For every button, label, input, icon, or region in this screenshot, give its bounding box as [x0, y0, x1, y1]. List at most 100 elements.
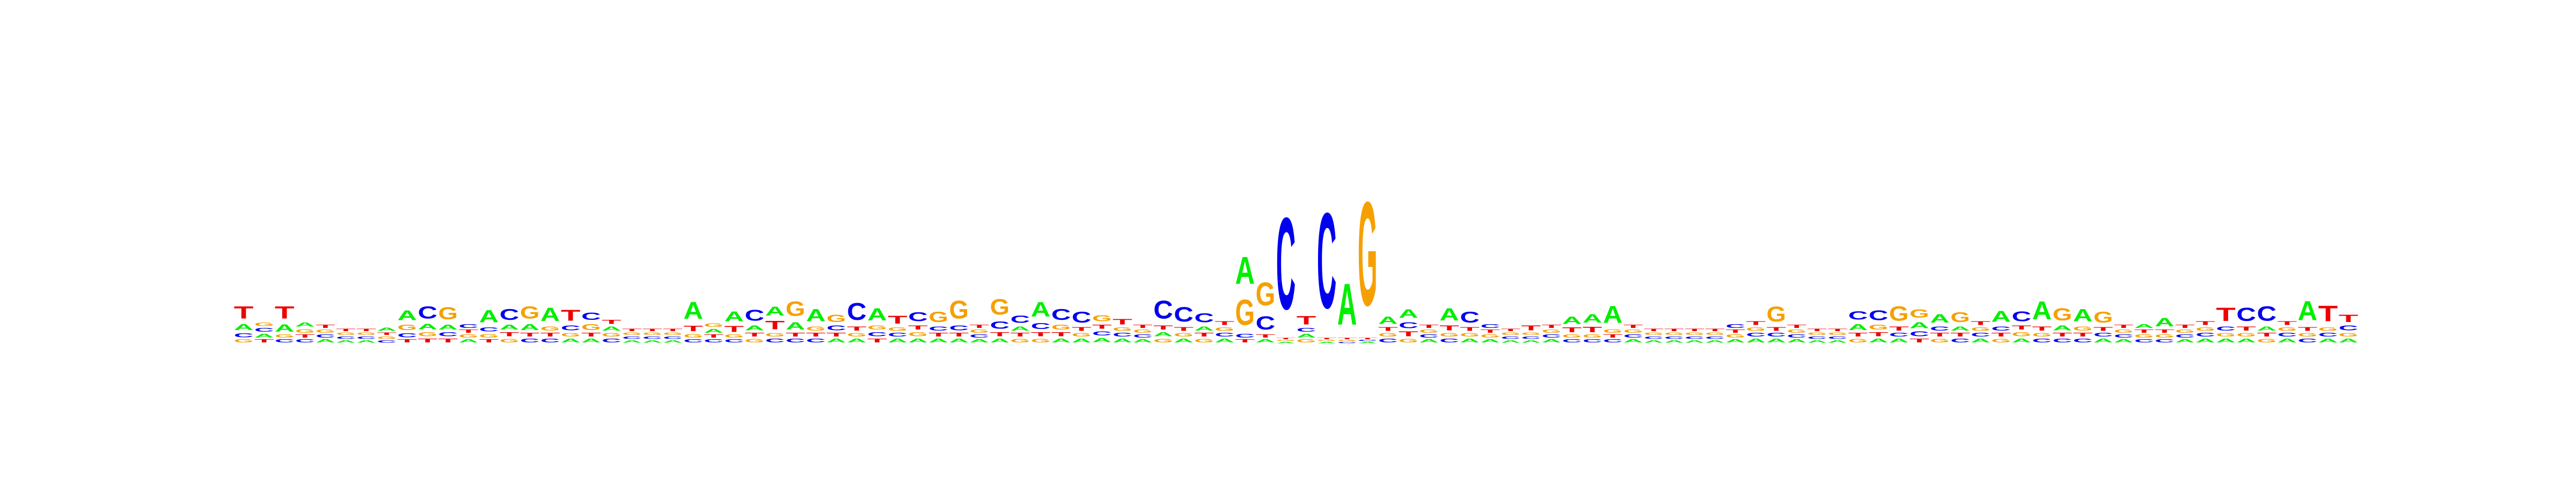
logo-letter-a: A	[1828, 340, 1848, 343]
logo-letter-a: A	[581, 338, 601, 343]
logo-letter-c: C	[397, 332, 417, 339]
logo-letter-t: T	[1869, 331, 1889, 338]
logo-letter-a: A	[336, 340, 356, 343]
logo-letter-t: T	[1725, 329, 1745, 334]
logo-letter-a: A	[1767, 338, 1787, 343]
logo-letter-g: G	[1113, 326, 1132, 332]
logo-letter-a: A	[1378, 314, 1398, 326]
logo-letter-a: A	[642, 340, 662, 343]
logo-letter-c: C	[336, 336, 356, 340]
logo-letter-a: A	[1644, 340, 1664, 343]
logo-letter-a: A	[275, 323, 295, 334]
logo-letter-a: A	[1235, 250, 1255, 292]
logo-letter-a: A	[1725, 339, 1745, 343]
logo-letter-c: C	[1378, 338, 1398, 343]
logo-letter-c: C	[970, 334, 990, 339]
logo-letter-t: T	[2196, 320, 2215, 326]
logo-letter-c: C	[1623, 334, 1643, 339]
logo-letter-a: A	[2298, 295, 2318, 326]
logo-letter-a: A	[1664, 340, 1684, 343]
logo-letter-c: C	[1787, 334, 1807, 339]
logo-letter-a: A	[1072, 338, 1092, 343]
logo-letter-a: A	[1869, 338, 1889, 343]
logo-letter-g: G	[540, 325, 560, 332]
logo-letter-a: A	[1317, 341, 1337, 343]
logo-letter-c: C	[1358, 340, 1378, 342]
logo-letter-a: A	[1909, 320, 1929, 330]
logo-letter-t: T	[1644, 328, 1664, 332]
logo-letter-g: G	[1276, 340, 1296, 342]
logo-letter-g: G	[2114, 329, 2134, 334]
logo-letter-a: A	[2257, 325, 2277, 332]
logo-letter-c: C	[2094, 332, 2113, 338]
logo-letter-c: C	[1725, 323, 1745, 329]
logo-letter-a: A	[2175, 339, 2195, 343]
logo-letter-g: G	[908, 331, 928, 338]
logo-letter-t: T	[561, 306, 581, 324]
logo-letter-t: T	[704, 334, 724, 339]
logo-letter-c: C	[1256, 313, 1276, 334]
logo-letter-a: A	[1950, 325, 1970, 332]
logo-letter-g: G	[745, 338, 765, 343]
logo-letter-a: A	[1746, 338, 1766, 343]
logo-letter-c: C	[1644, 336, 1664, 340]
logo-letter-a: A	[1787, 339, 1807, 343]
logo-letter-t: T	[1419, 324, 1439, 329]
logo-letter-g: G	[1889, 302, 1909, 325]
logo-letter-t: T	[1092, 323, 1112, 330]
logo-letter-g: G	[1358, 172, 1378, 337]
logo-letter-a: A	[1011, 325, 1030, 332]
logo-letter-c: C	[254, 327, 274, 333]
logo-letter-t: T	[1664, 328, 1684, 332]
logo-letter-c: C	[2134, 339, 2154, 343]
logo-letter-t: T	[1439, 324, 1459, 332]
logo-letter-t: T	[1787, 324, 1807, 329]
logo-letter-c: C	[847, 298, 867, 325]
logo-letter-g: G	[1746, 326, 1766, 332]
logo-letter-g: G	[1807, 332, 1827, 336]
logo-letter-a: A	[561, 338, 581, 343]
logo-letter-t: T	[234, 303, 254, 322]
logo-letter-g: G	[438, 304, 458, 323]
logo-letter-a: A	[1542, 339, 1562, 343]
logo-letter-c: C	[459, 323, 479, 329]
logo-letter-a: A	[1174, 338, 1194, 343]
logo-letter-a: A	[908, 338, 928, 343]
logo-letter-t: T	[888, 313, 908, 326]
logo-letter-t: T	[1358, 338, 1378, 340]
logo-letter-t: T	[1031, 331, 1051, 338]
logo-letter-a: A	[2277, 338, 2297, 343]
logo-letter-g: G	[1214, 326, 1234, 332]
logo-letter-t: T	[1930, 332, 1950, 338]
logo-letter-c: C	[2032, 338, 2052, 343]
logo-letter-c: C	[2155, 339, 2175, 343]
logo-letter-a: A	[1358, 341, 1378, 343]
logo-letter-a: A	[520, 322, 540, 332]
logo-letter-g: G	[2155, 334, 2175, 339]
logo-letter-g: G	[356, 332, 376, 336]
logo-letter-g: G	[500, 338, 519, 343]
logo-letter-a: A	[1256, 339, 1276, 343]
logo-letter-g: G	[418, 331, 437, 338]
logo-letter-t: T	[540, 332, 560, 338]
